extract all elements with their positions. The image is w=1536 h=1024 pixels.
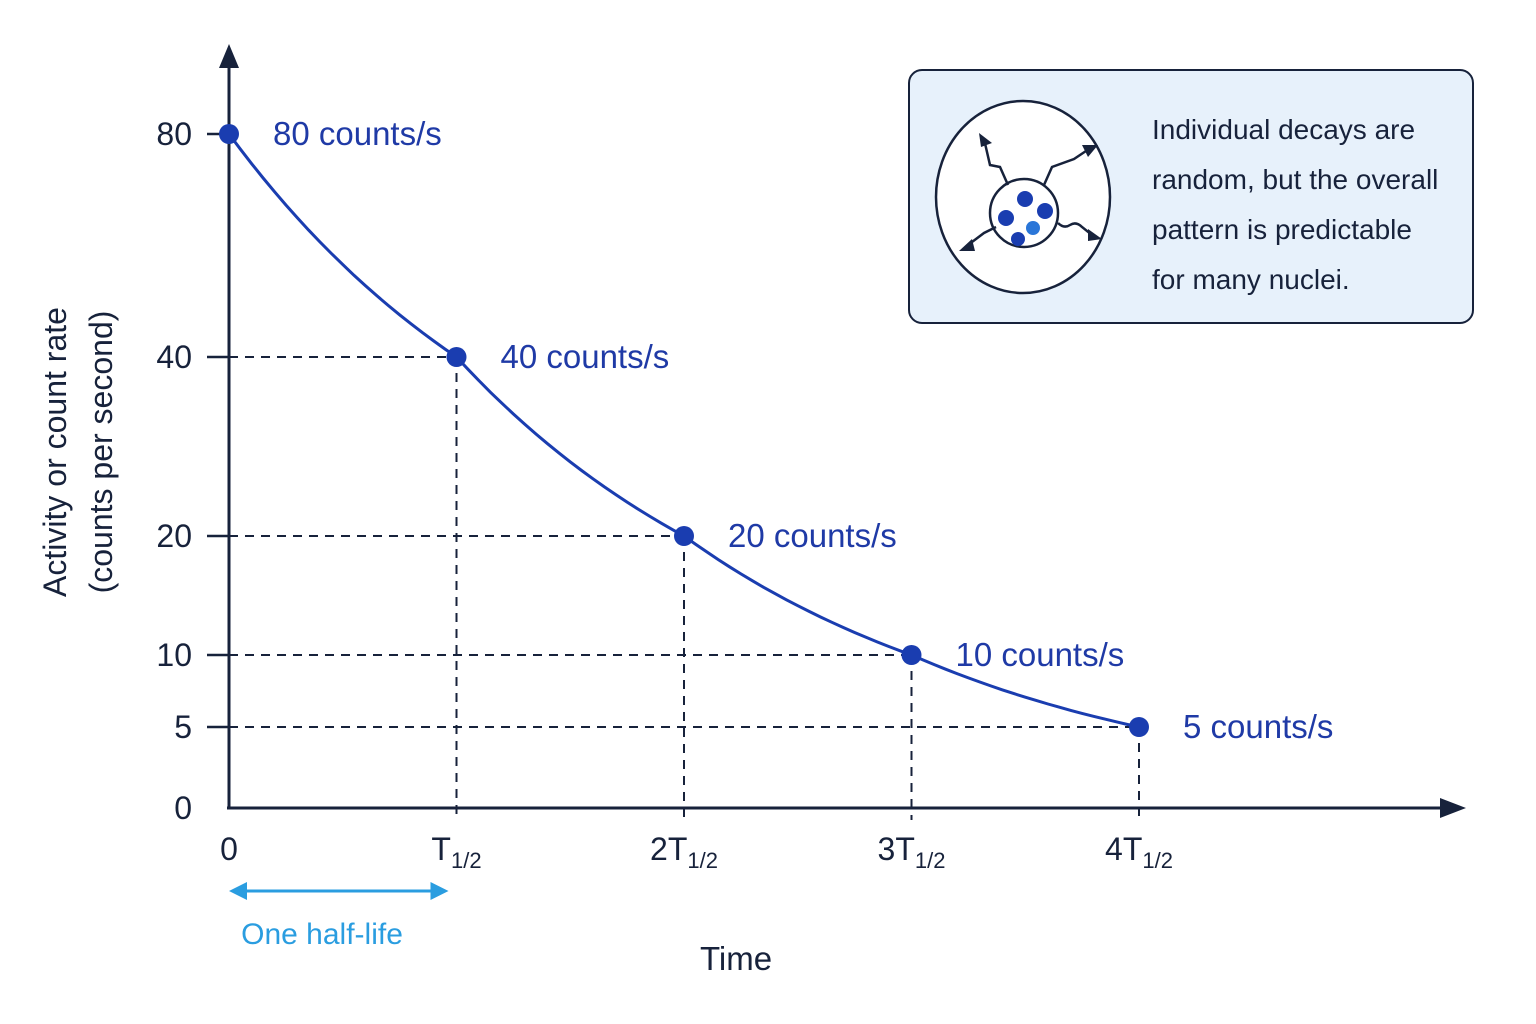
x-axis-label: Time	[700, 940, 772, 977]
x-tick-label: 2T1/2	[650, 831, 718, 873]
point-label: 5 counts/s	[1183, 708, 1333, 745]
x-tick-subscript: 1/2	[687, 848, 718, 873]
point-label: 10 counts/s	[956, 636, 1125, 673]
y-tick-label: 5	[174, 709, 192, 745]
data-point	[1129, 717, 1149, 737]
y-axis-arrow	[219, 44, 239, 68]
y-ticks: 0 5 10 20 40 80	[156, 116, 229, 826]
half-life-annotation: One half-life	[229, 882, 449, 951]
x-tick-label: 0	[220, 831, 238, 867]
y-tick-label: 20	[156, 518, 192, 554]
half-life-label: One half-life	[241, 918, 403, 951]
y-axis-label-line-2: (counts per second)	[83, 311, 119, 594]
y-tick-label: 0	[174, 790, 192, 826]
y-axis-label-line-1: Activity or count rate	[37, 307, 73, 597]
callout-line: pattern is predictable	[1152, 214, 1412, 245]
y-tick-label: 10	[156, 637, 192, 673]
callout-text: Individual decays are random, but the ov…	[1152, 105, 1468, 305]
x-tick-main: 3T	[878, 831, 915, 867]
x-tick-main: T	[431, 831, 451, 867]
point-label: 80 counts/s	[273, 115, 442, 152]
x-axis-arrow	[1440, 798, 1466, 818]
y-tick-label: 40	[156, 339, 192, 375]
atom-nucleus-decay-icon	[934, 99, 1112, 295]
x-ticks: 0 T1/2 2T1/2 3T1/2 4T1/2	[220, 831, 1173, 873]
x-tick-label: 4T1/2	[1105, 831, 1173, 873]
axes	[219, 44, 1466, 818]
point-label: 20 counts/s	[728, 517, 897, 554]
data-point	[219, 124, 239, 144]
data-point	[446, 347, 467, 367]
x-tick-label: 3T1/2	[878, 831, 946, 873]
x-tick-main: 0	[220, 831, 238, 867]
data-point	[674, 526, 694, 546]
data-points	[219, 124, 1149, 737]
info-callout: Individual decays are random, but the ov…	[908, 69, 1474, 324]
y-tick-label: 80	[156, 116, 192, 152]
callout-line: random, but the overall	[1152, 164, 1439, 195]
y-axis-label: Activity or count rate (counts per secon…	[37, 307, 119, 597]
guide-lines	[229, 356, 1140, 820]
x-tick-main: 4T	[1105, 831, 1142, 867]
point-labels: 80 counts/s 40 counts/s 20 counts/s 10 coun…	[273, 115, 1333, 745]
point-label: 40 counts/s	[501, 338, 670, 375]
callout-line: Individual decays are	[1152, 114, 1416, 145]
callout-line: for many nuclei.	[1152, 264, 1350, 295]
half-life-arrow-right	[430, 882, 449, 900]
x-tick-label: T1/2	[431, 831, 481, 873]
x-tick-subscript: 1/2	[1142, 848, 1173, 873]
x-tick-main: 2T	[650, 831, 687, 867]
half-life-arrow-left	[229, 882, 247, 900]
x-tick-subscript: 1/2	[451, 848, 482, 873]
x-tick-subscript: 1/2	[915, 848, 946, 873]
data-point	[901, 645, 922, 665]
